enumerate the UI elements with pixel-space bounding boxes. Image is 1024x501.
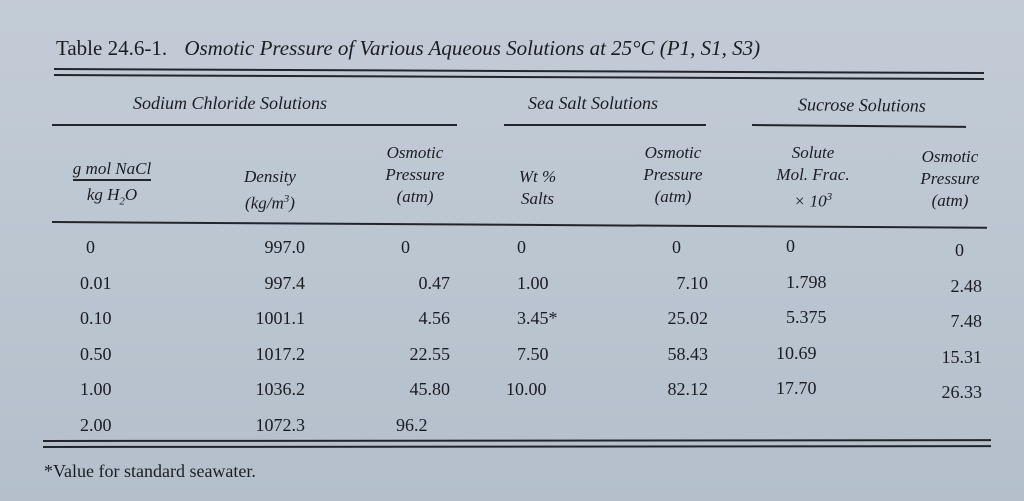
cell: 0	[955, 240, 964, 260]
header-bottom-rule	[51, 221, 987, 229]
group-rule-sea-salt	[504, 124, 706, 126]
column-density: 997.0 997.4 1001.1 1017.2 1036.2 1072.3	[232, 230, 306, 443]
column-nacl-osmotic: 0 0.47 4.56 22.55 45.80 96.2	[392, 230, 450, 443]
cell: 26.33	[941, 382, 983, 402]
header-density: Density (kg/m3)	[244, 167, 296, 213]
cell: 0.10	[80, 308, 112, 328]
header-seasalt-osmotic: Osmotic Pressure (atm)	[643, 143, 703, 206]
table-title: Table 24.6-1. Osmotic Pressure of Variou…	[56, 36, 760, 61]
cell: 2.00	[80, 414, 112, 435]
column-sucrose-molfrac: 0 1.798 5.375 10.69 17.70	[766, 229, 827, 407]
cell: 7.50	[517, 343, 549, 364]
cell: 1.798	[786, 271, 827, 292]
cell: 7.48	[950, 311, 983, 331]
cell: 0	[86, 237, 95, 257]
cell: 1017.2	[255, 343, 306, 364]
group-sea-salt: Sea Salt Solutions	[528, 93, 658, 113]
header-seasalt-wt: Wt % Salts	[518, 167, 557, 208]
cell: 7.10	[676, 272, 709, 293]
cell: 0.47	[418, 272, 451, 293]
cell: 5.375	[786, 307, 827, 327]
cell: 17.70	[776, 378, 817, 398]
header-nacl-denominator: kg H2O	[86, 185, 138, 208]
header-nacl-numerator: g mol NaCl	[72, 159, 152, 181]
header-nacl-concentration: g mol NaCl kg H2O	[52, 158, 172, 212]
table-label: Table 24.6-1.	[56, 36, 168, 60]
cell: 0.50	[80, 343, 112, 364]
title-double-rule	[53, 68, 984, 75]
cell: 1.00	[517, 272, 549, 293]
cell: 0	[401, 237, 410, 257]
cell: 3.45*	[517, 308, 558, 328]
group-sodium-chloride: Sodium Chloride Solutions	[133, 93, 328, 113]
table-footnote: *Value for standard seawater.	[44, 461, 256, 481]
group-sucrose: Sucrose Solutions	[797, 94, 926, 116]
cell: 997.4	[264, 272, 306, 293]
table-bottom-double-rule	[42, 439, 992, 442]
cell: 1036.2	[255, 379, 306, 399]
group-rule-sucrose	[751, 124, 967, 128]
cell: 1.00	[80, 379, 112, 399]
column-seasalt-wt: 0 1.00 3.45* 7.50 10.00	[506, 230, 558, 408]
cell: 82.12	[667, 379, 709, 399]
cell: 997.0	[264, 237, 306, 257]
cell: 4.56	[418, 308, 451, 328]
table-caption: Osmotic Pressure of Various Aqueous Solu…	[184, 36, 761, 60]
cell: 58.43	[667, 343, 709, 364]
column-seasalt-osmotic: 0 7.10 25.02 58.43 82.12	[646, 230, 709, 408]
cell: 0	[672, 237, 681, 257]
cell: 25.02	[667, 308, 709, 328]
cell: 0	[517, 237, 526, 257]
cell: 1001.1	[255, 308, 306, 328]
cell: 1072.3	[255, 414, 306, 435]
cell: 96.2	[396, 414, 428, 435]
column-sucrose-osmotic: 0 2.48 7.48 15.31 26.33	[918, 233, 983, 411]
cell: 10.00	[506, 379, 547, 399]
cell: 10.69	[776, 342, 817, 363]
cell: 45.80	[409, 379, 451, 399]
cell: 0.01	[80, 272, 112, 293]
cell: 2.48	[950, 275, 983, 296]
cell: 0	[786, 236, 795, 256]
column-nacl-concentration: 0 0.01 0.10 0.50 1.00 2.00	[80, 230, 112, 443]
header-sucrose-osmotic: Osmotic Pressure (atm)	[920, 147, 980, 210]
cell: 22.55	[409, 343, 451, 364]
header-sucrose-molfrac: Solute Mol. Frac. × 103	[776, 143, 850, 211]
header-nacl-osmotic: Osmotic Pressure (atm)	[385, 143, 445, 206]
cell: 15.31	[941, 346, 983, 367]
group-rule-sodium-chloride	[52, 124, 457, 126]
